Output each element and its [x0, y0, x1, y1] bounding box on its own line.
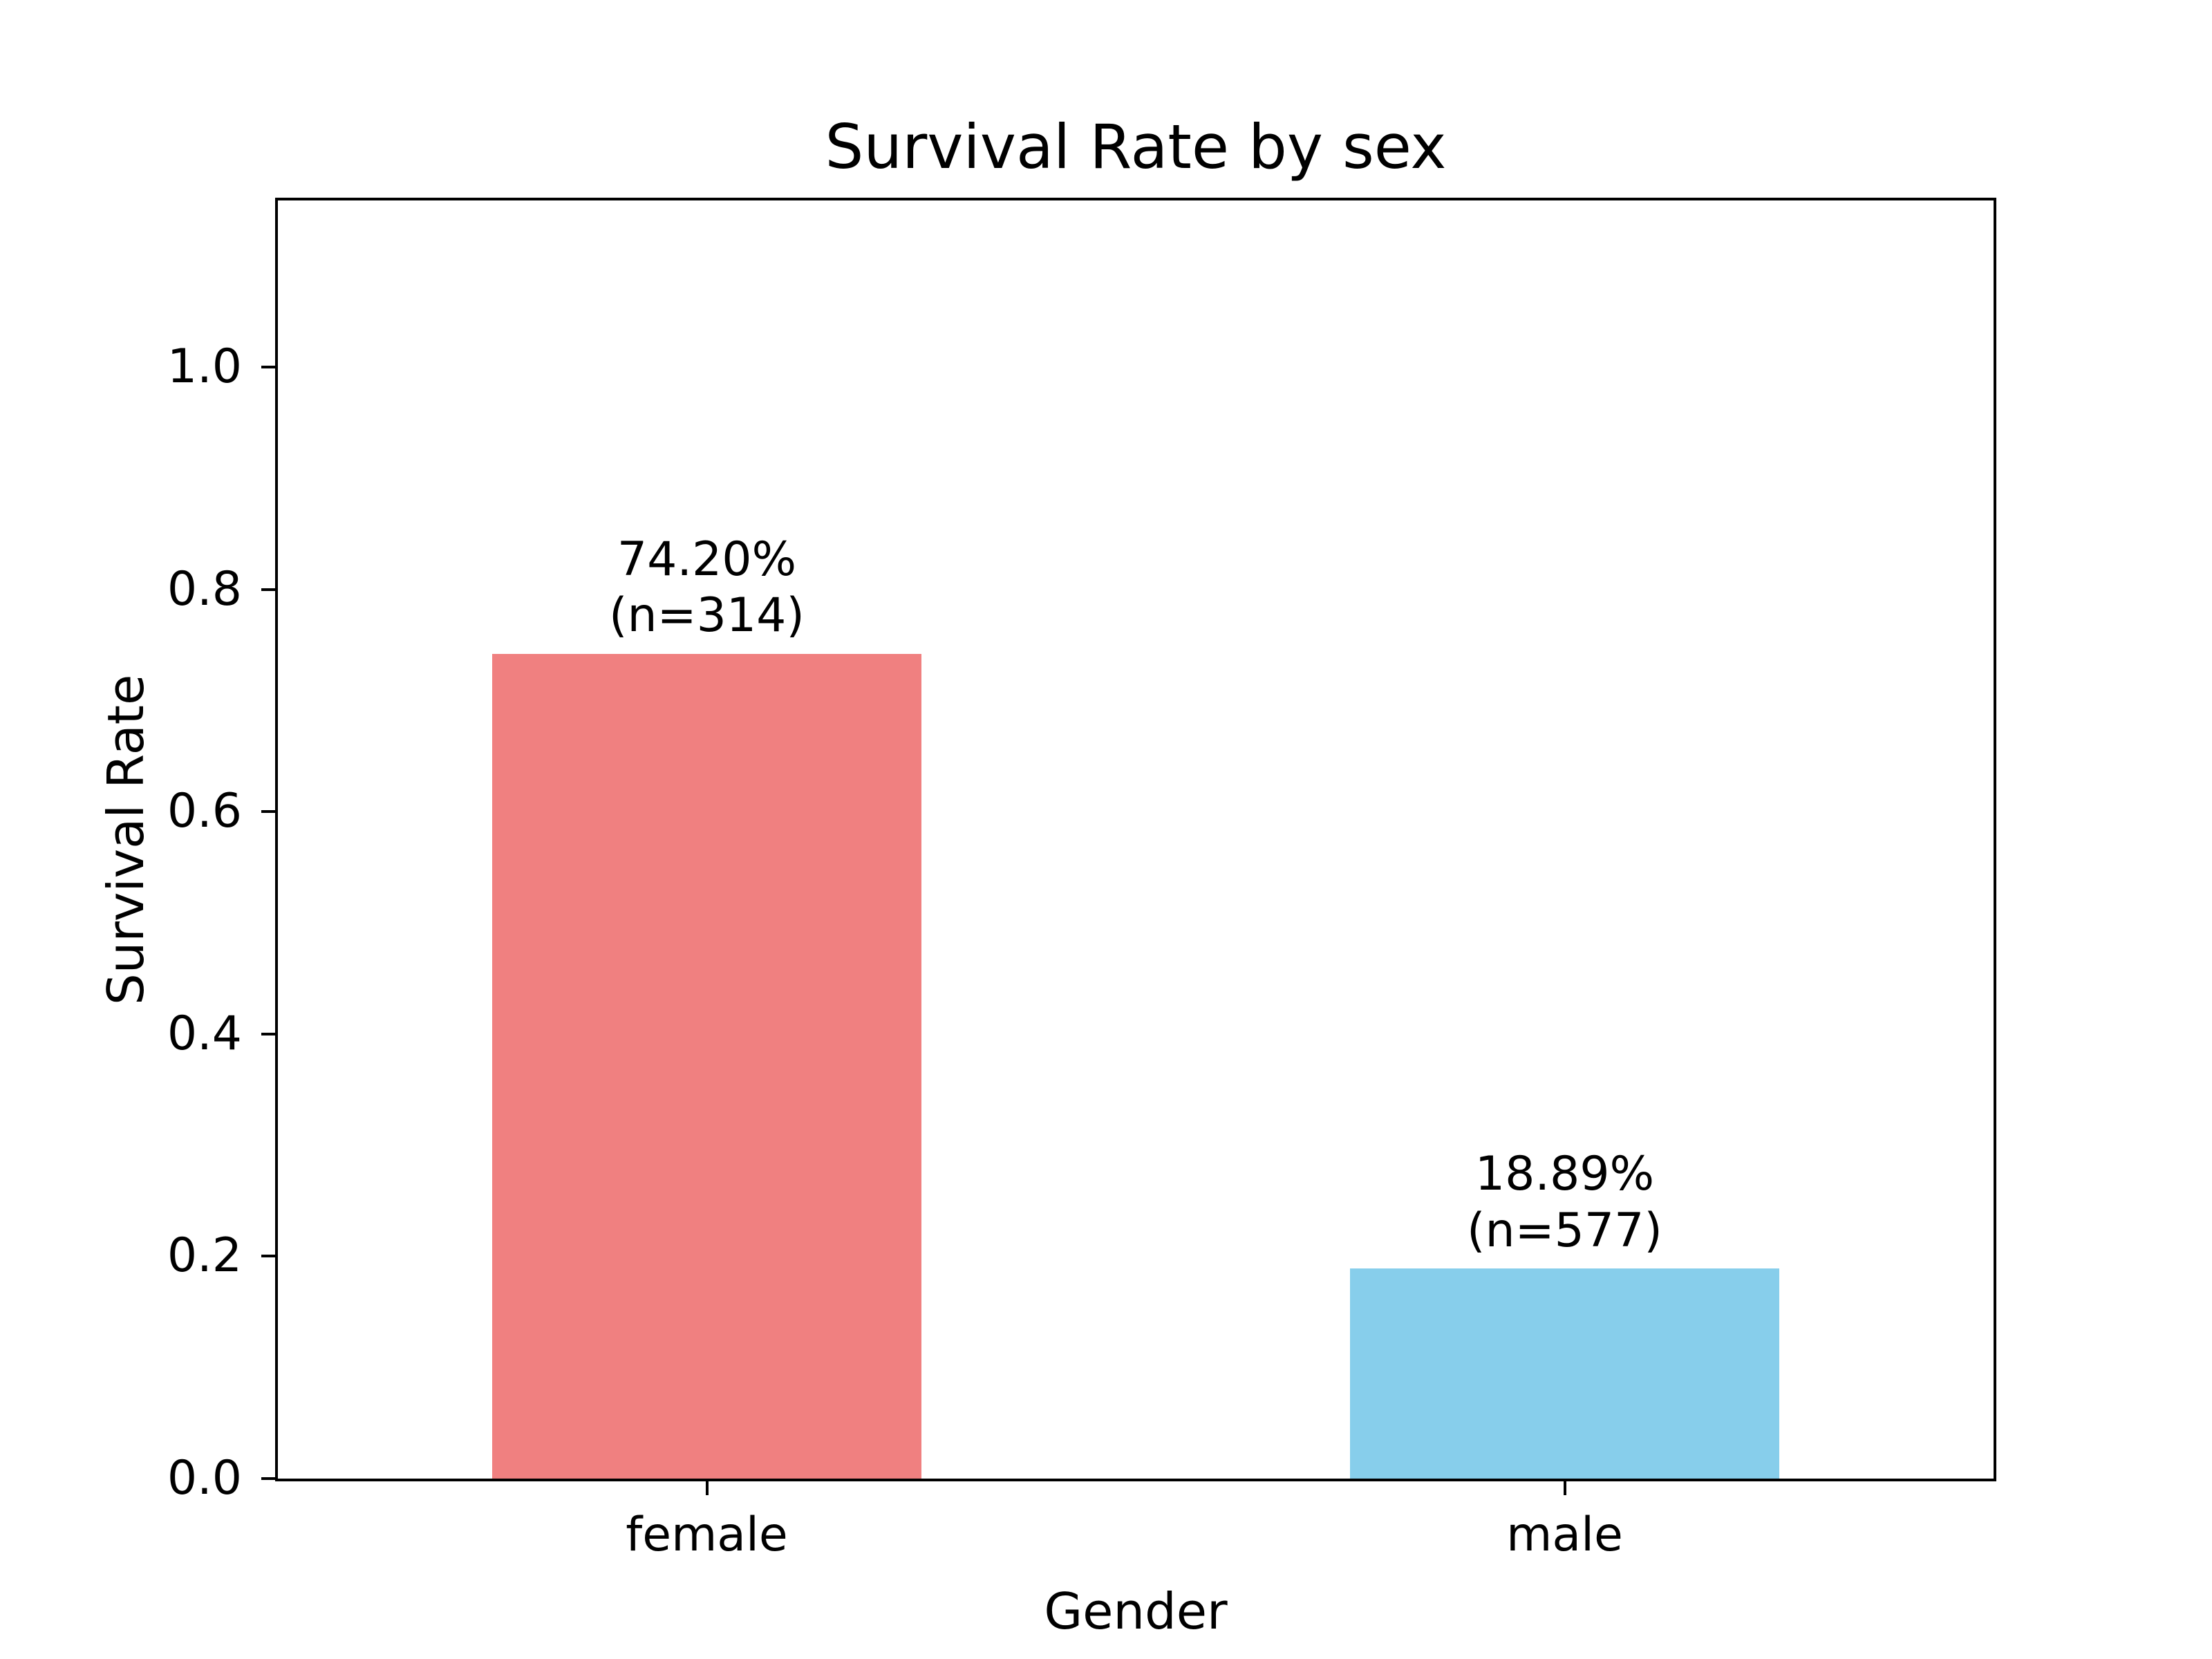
y-tick-mark — [261, 810, 275, 814]
y-tick-mark — [261, 366, 275, 369]
y-tick-label: 0.2 — [167, 1228, 242, 1284]
x-tick-label-male: male — [1506, 1508, 1623, 1562]
bar-female — [492, 654, 921, 1479]
plot-area: Survival Rate by sex Survival Rate Gende… — [97, 111, 1996, 1640]
y-axis-label: Survival Rate — [97, 674, 155, 1005]
y-tick-mark — [261, 588, 275, 591]
chart-title: Survival Rate by sex — [825, 111, 1447, 182]
bar-value-label-male: 18.89% (n=577) — [1467, 1147, 1662, 1258]
y-tick-mark — [261, 1255, 275, 1258]
bar-male — [1350, 1268, 1779, 1479]
y-tick-mark — [261, 1032, 275, 1035]
y-tick-mark — [261, 1477, 275, 1480]
y-tick-label: 0.6 — [167, 784, 242, 839]
x-axis-label: Gender — [1044, 1582, 1228, 1640]
x-tick-label-female: female — [626, 1508, 788, 1562]
bar-value-label-female: 74.20% (n=314) — [609, 532, 805, 644]
y-tick-label: 0.0 — [167, 1451, 242, 1506]
x-tick-mark — [705, 1481, 709, 1495]
y-tick-label: 0.8 — [167, 561, 242, 617]
x-tick-mark — [1563, 1481, 1566, 1495]
y-tick-label: 1.0 — [167, 339, 242, 395]
y-tick-label: 0.4 — [167, 1006, 242, 1061]
